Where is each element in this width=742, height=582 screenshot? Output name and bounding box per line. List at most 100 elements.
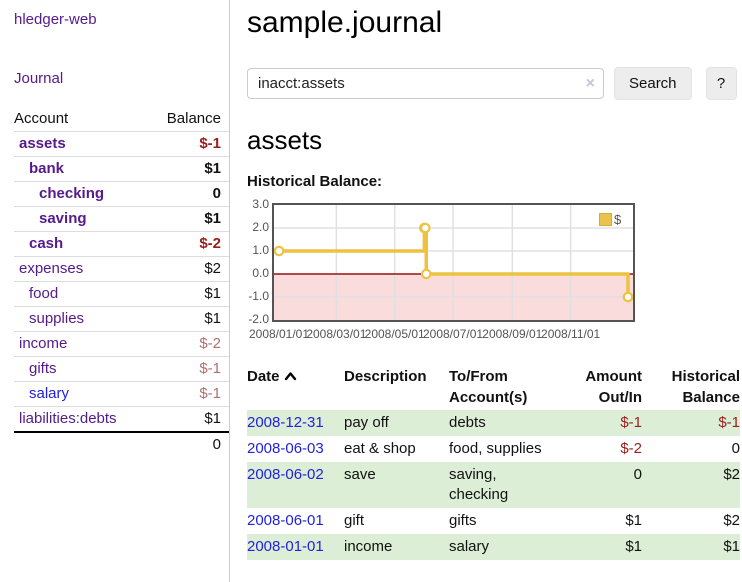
accounts-total: 0	[14, 431, 229, 456]
account-row: income $-2	[14, 331, 229, 356]
search-button[interactable]: Search	[614, 67, 692, 100]
account-link-gifts[interactable]: gifts	[29, 360, 57, 377]
register-row: 2008-06-02 save saving, checking 0 $2	[247, 462, 740, 508]
accounts-rows: assets $-1 bank $1 checking 0 saving $1 cash $-2 e…	[14, 131, 229, 431]
chart-plot-area	[272, 203, 635, 322]
transaction-date-link[interactable]: 2008-06-03	[247, 440, 324, 457]
cell-balance: 0	[731, 440, 740, 457]
cell-amount: $1	[625, 538, 642, 555]
cell-description: gift	[344, 512, 365, 529]
y-tick-label: 0.0	[252, 266, 269, 280]
cell-amount: 0	[633, 466, 642, 483]
cell-accounts: saving, checking	[449, 466, 509, 503]
account-link-bank[interactable]: bank	[29, 160, 65, 177]
cell-date: 2008-01-01	[247, 534, 344, 560]
x-tick-label: 2008/11/01	[541, 327, 601, 341]
y-tick-label: -1.0	[248, 289, 269, 303]
accounts-table-header: Account Balance	[14, 108, 229, 131]
register-col-header[interactable]: Date	[247, 364, 344, 410]
register-header-row: Date Description To/From Account(s) Amount …	[247, 364, 740, 410]
cell-balance: $-1	[718, 414, 740, 431]
register-row: 2008-06-01 gift gifts $1 $2	[247, 508, 740, 534]
register-row: 2008-01-01 income salary $1 $1	[247, 534, 740, 560]
page-title: sample.journal	[247, 6, 443, 39]
main-content: sample.journal × Search ? assets Histori…	[230, 0, 742, 582]
account-link-saving[interactable]: saving	[39, 210, 87, 227]
cell-description: eat & shop	[344, 440, 416, 457]
search-box: ×	[247, 68, 604, 99]
help-button[interactable]: ?	[705, 67, 737, 100]
register-col-header: Description	[344, 368, 427, 385]
account-link-checking[interactable]: checking	[39, 185, 105, 202]
account-row: assets $-1	[14, 131, 229, 156]
account-balance: $-1	[199, 385, 221, 402]
account-link-supplies[interactable]: supplies	[29, 310, 85, 327]
register-row: 2008-06-03 eat & shop food, supplies $-2 0	[247, 436, 740, 462]
transaction-date-link[interactable]: 2008-12-31	[247, 414, 324, 431]
account-balance: $1	[204, 310, 221, 327]
search-input[interactable]	[247, 68, 604, 99]
app-title-link[interactable]: hledger-web	[14, 11, 97, 28]
account-link-food[interactable]: food	[29, 285, 59, 302]
cell-amount: $-2	[620, 440, 642, 457]
account-row: food $1	[14, 281, 229, 306]
account-row: saving $1	[14, 206, 229, 231]
sidebar-nav: Journal	[14, 70, 229, 87]
y-tick-label: 2.0	[252, 220, 269, 234]
y-tick-label: 1.0	[252, 243, 269, 257]
transaction-date-link[interactable]: 2008-06-01	[247, 512, 324, 529]
sidebar-item-journal[interactable]: Journal	[14, 70, 64, 87]
account-link-salary[interactable]: salary	[29, 385, 70, 402]
data-point-marker	[419, 222, 431, 234]
account-link-liabilities-debts[interactable]: liabilities:debts	[19, 410, 117, 427]
x-tick-label: 2008/05/01	[364, 327, 425, 341]
account-balance: $-2	[199, 335, 221, 352]
cell-balance: $2	[723, 466, 740, 483]
legend-label: $	[614, 212, 622, 227]
cell-accounts: gifts	[449, 512, 477, 529]
clear-search-icon[interactable]: ×	[585, 75, 595, 92]
app-title: hledger-web	[14, 11, 229, 28]
account-row: cash $-2	[14, 231, 229, 256]
cell-date: 2008-06-03	[247, 436, 344, 462]
historical-balance-label: Historical Balance:	[247, 173, 383, 190]
cell-accounts: salary	[449, 538, 490, 555]
data-point-marker	[274, 245, 285, 257]
data-point-marker	[420, 268, 432, 280]
account-balance: 0	[212, 185, 221, 202]
x-tick-label: 2008/03/01	[306, 327, 367, 341]
register-col-header: Amount Out/In	[585, 368, 642, 406]
cell-date: 2008-12-31	[247, 410, 344, 436]
account-balance: $-1	[199, 135, 221, 152]
account-row: expenses $2	[14, 256, 229, 281]
cell-description: income	[344, 538, 393, 555]
cell-date: 2008-06-01	[247, 508, 344, 534]
account-row: salary $-1	[14, 381, 229, 406]
cell-date: 2008-06-02	[247, 462, 344, 508]
account-link-income[interactable]: income	[19, 335, 68, 352]
legend-swatch-icon	[599, 213, 612, 226]
cell-balance: $1	[723, 538, 740, 555]
chart-legend: $	[599, 212, 621, 227]
cell-description: pay off	[344, 414, 389, 431]
account-link-cash[interactable]: cash	[29, 235, 64, 252]
account-link-assets[interactable]: assets	[19, 135, 66, 152]
cell-accounts: debts	[449, 414, 486, 431]
accounts-table: Account Balance assets $-1 bank $1 checking 0…	[14, 108, 229, 456]
account-row: bank $1	[14, 156, 229, 181]
x-tick-label: 2008/07/01	[422, 327, 484, 341]
accounts-header-balance: Balance	[166, 110, 221, 127]
account-link-expenses[interactable]: expenses	[19, 260, 84, 277]
account-balance: $1	[204, 410, 221, 427]
account-balance: $1	[204, 210, 221, 227]
account-balance: $1	[204, 160, 221, 177]
accounts-header-account: Account	[14, 110, 69, 127]
cell-description: save	[344, 466, 376, 483]
cell-amount: $-1	[620, 414, 642, 431]
y-tick-label: 3.0	[252, 197, 269, 211]
cell-balance: $2	[723, 512, 740, 529]
transaction-date-link[interactable]: 2008-06-02	[247, 466, 324, 483]
y-tick-label: -2.0	[248, 312, 269, 326]
transaction-date-link[interactable]: 2008-01-01	[247, 538, 324, 555]
